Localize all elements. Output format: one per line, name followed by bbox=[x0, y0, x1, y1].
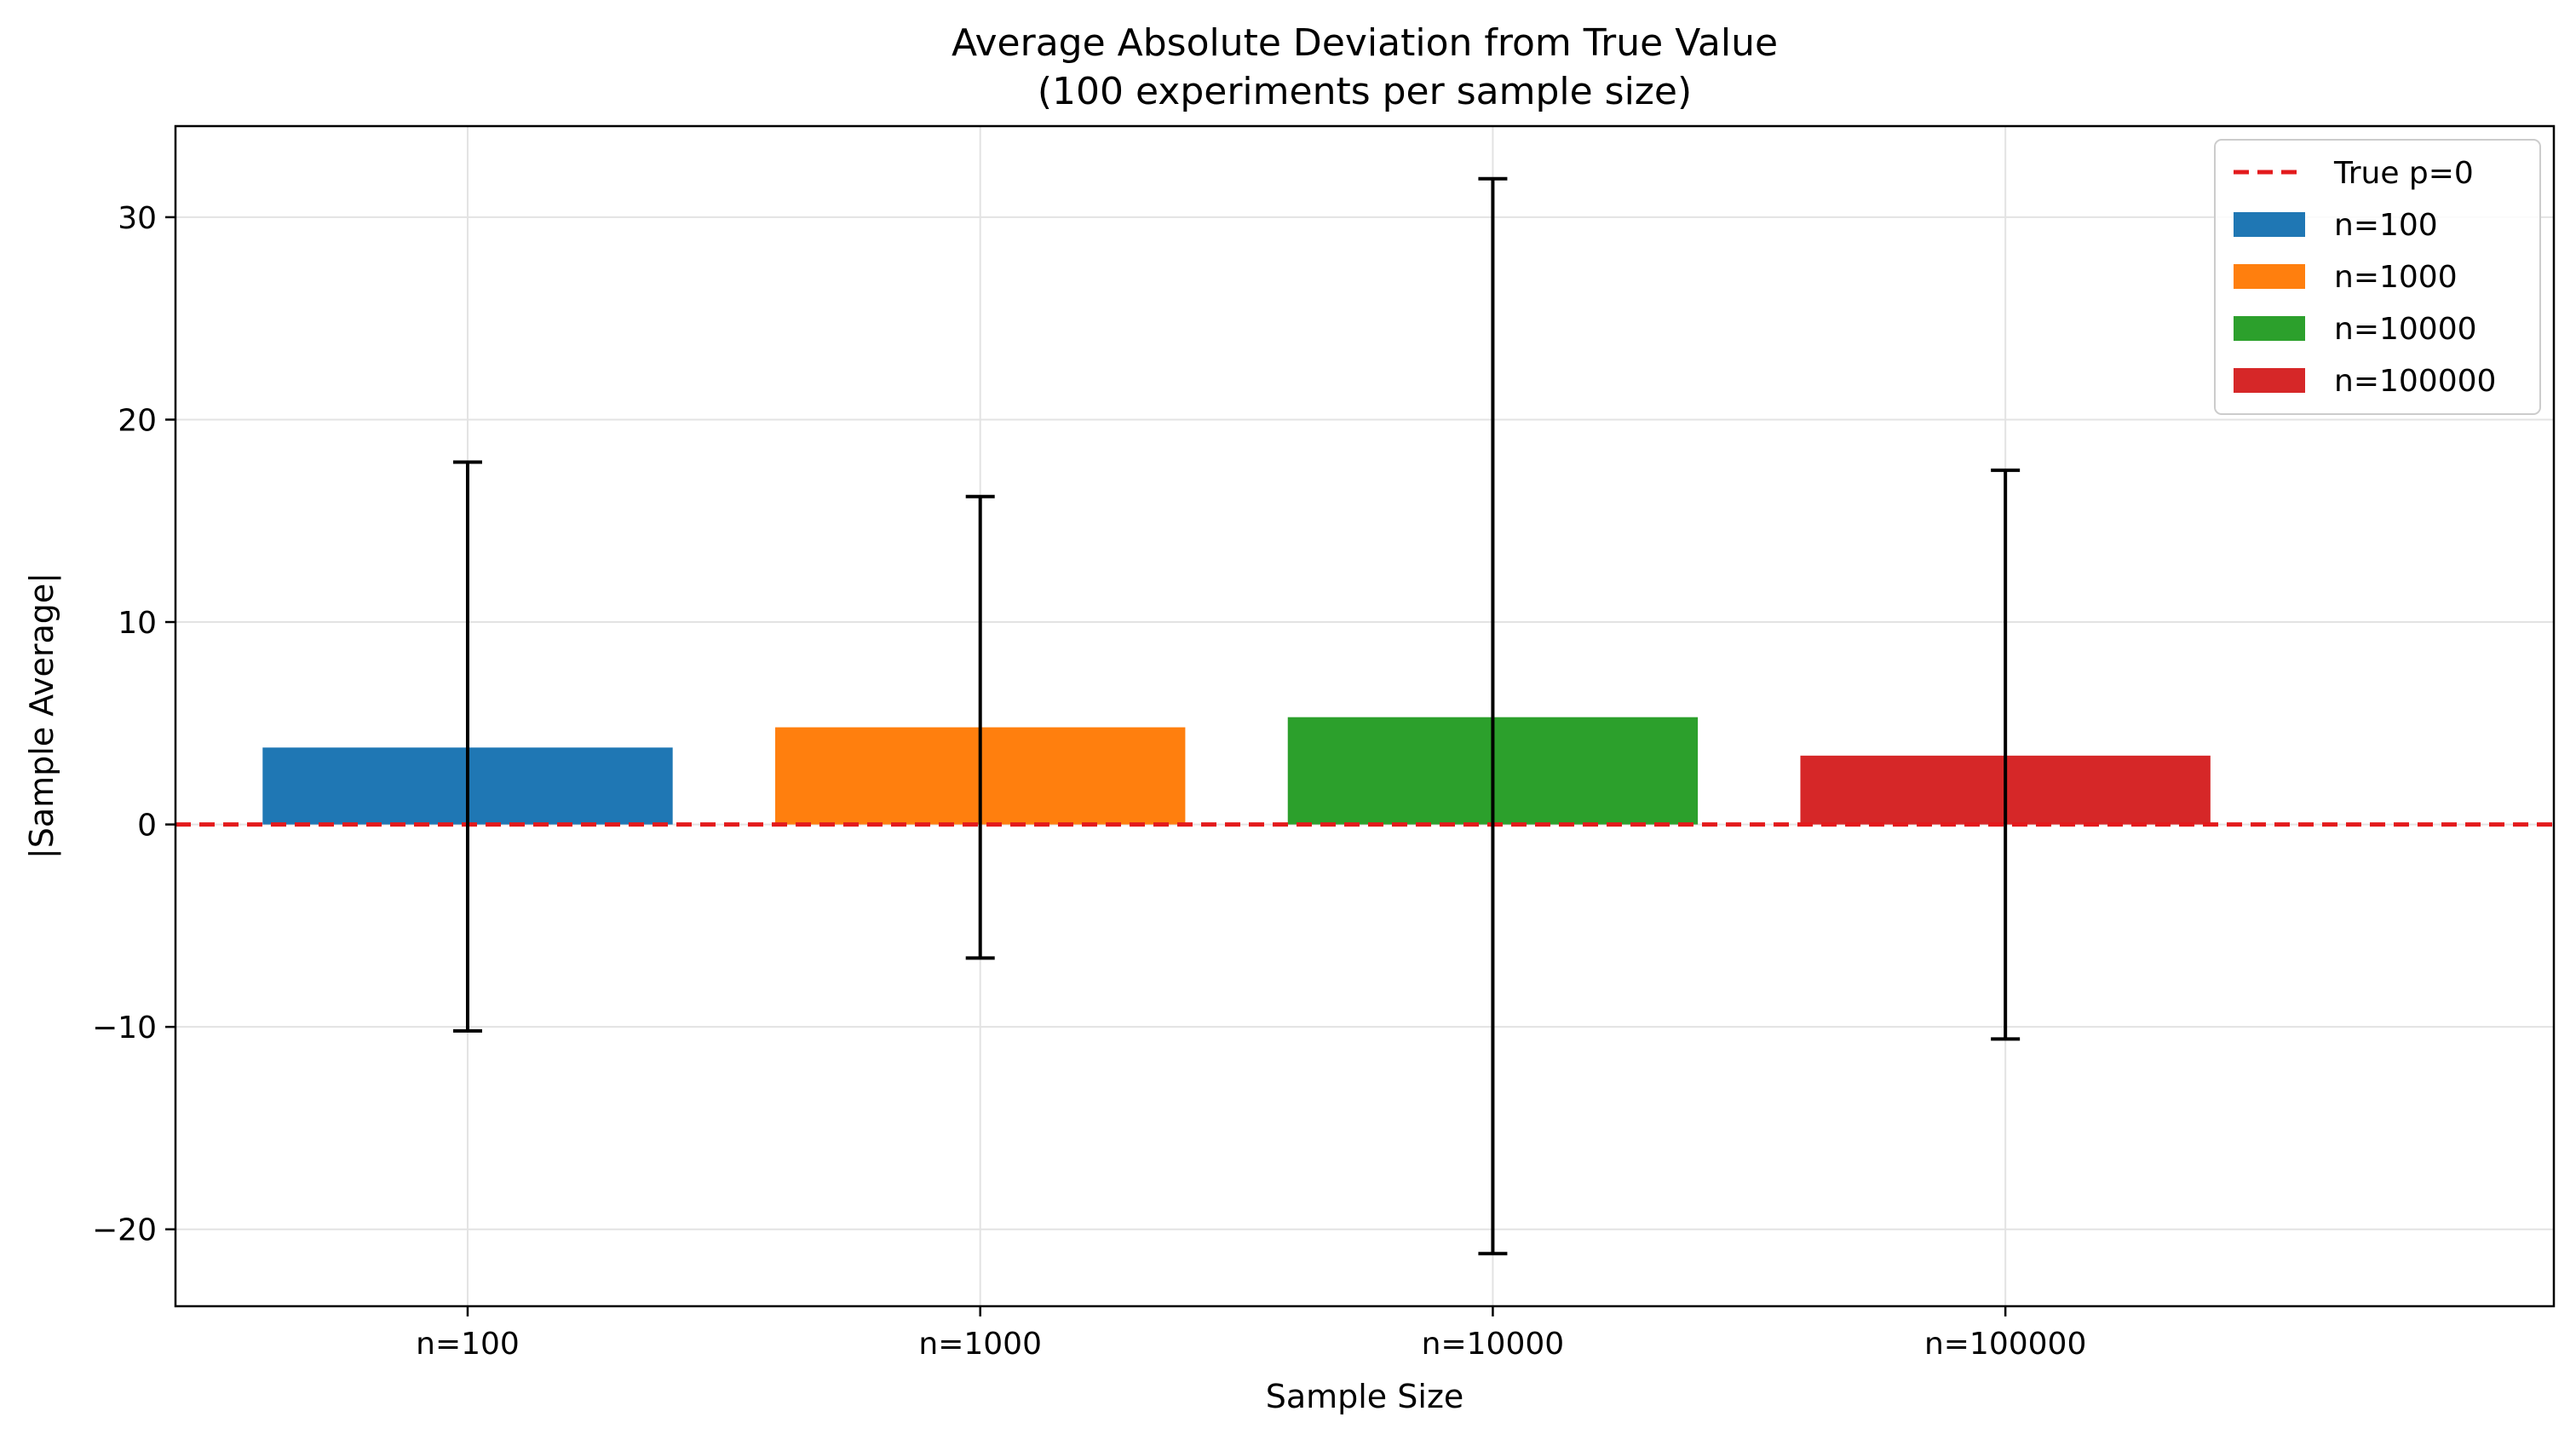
x-tick-label: n=1000 bbox=[918, 1327, 1042, 1362]
chart-subtitle: (100 experiments per sample size) bbox=[1038, 70, 1692, 113]
legend-swatch bbox=[2234, 368, 2305, 393]
error-bars bbox=[452, 176, 2021, 1256]
x-tick-label: n=100 bbox=[416, 1327, 520, 1362]
legend-frame bbox=[2214, 139, 2541, 415]
x-tick-label: n=100000 bbox=[1924, 1327, 2086, 1362]
legend-label: True p=0 bbox=[2333, 156, 2474, 191]
legend-label: n=10000 bbox=[2334, 312, 2477, 347]
y-tick-label: −20 bbox=[92, 1213, 157, 1248]
x-axis-label: Sample Size bbox=[1266, 1378, 1464, 1415]
plot-frame bbox=[174, 124, 2556, 1308]
legend-label: n=100 bbox=[2334, 208, 2438, 243]
x-tick-label: n=10000 bbox=[1422, 1327, 1565, 1362]
y-axis-label: |Sample Average| bbox=[23, 573, 61, 859]
y-tick-label: 0 bbox=[137, 809, 157, 844]
legend: True p=0 n=100 n=1000 n=10000 n=100000 bbox=[2214, 139, 2541, 415]
legend-swatch bbox=[2234, 316, 2305, 341]
y-tick-label: 30 bbox=[118, 201, 157, 236]
axis-ticks: −20 −10 0 10 20 30 n=100 n=1000 n=10000 n=100000 bbox=[92, 201, 2086, 1362]
legend-label: n=100000 bbox=[2334, 364, 2496, 399]
legend-swatch bbox=[2234, 264, 2305, 289]
legend-swatch bbox=[2234, 212, 2305, 237]
chart-title: Average Absolute Deviation from True Val… bbox=[952, 21, 1778, 65]
y-tick-label: −10 bbox=[92, 1011, 157, 1045]
y-tick-label: 10 bbox=[118, 606, 157, 641]
y-tick-label: 20 bbox=[118, 403, 157, 438]
legend-label: n=1000 bbox=[2334, 260, 2458, 295]
